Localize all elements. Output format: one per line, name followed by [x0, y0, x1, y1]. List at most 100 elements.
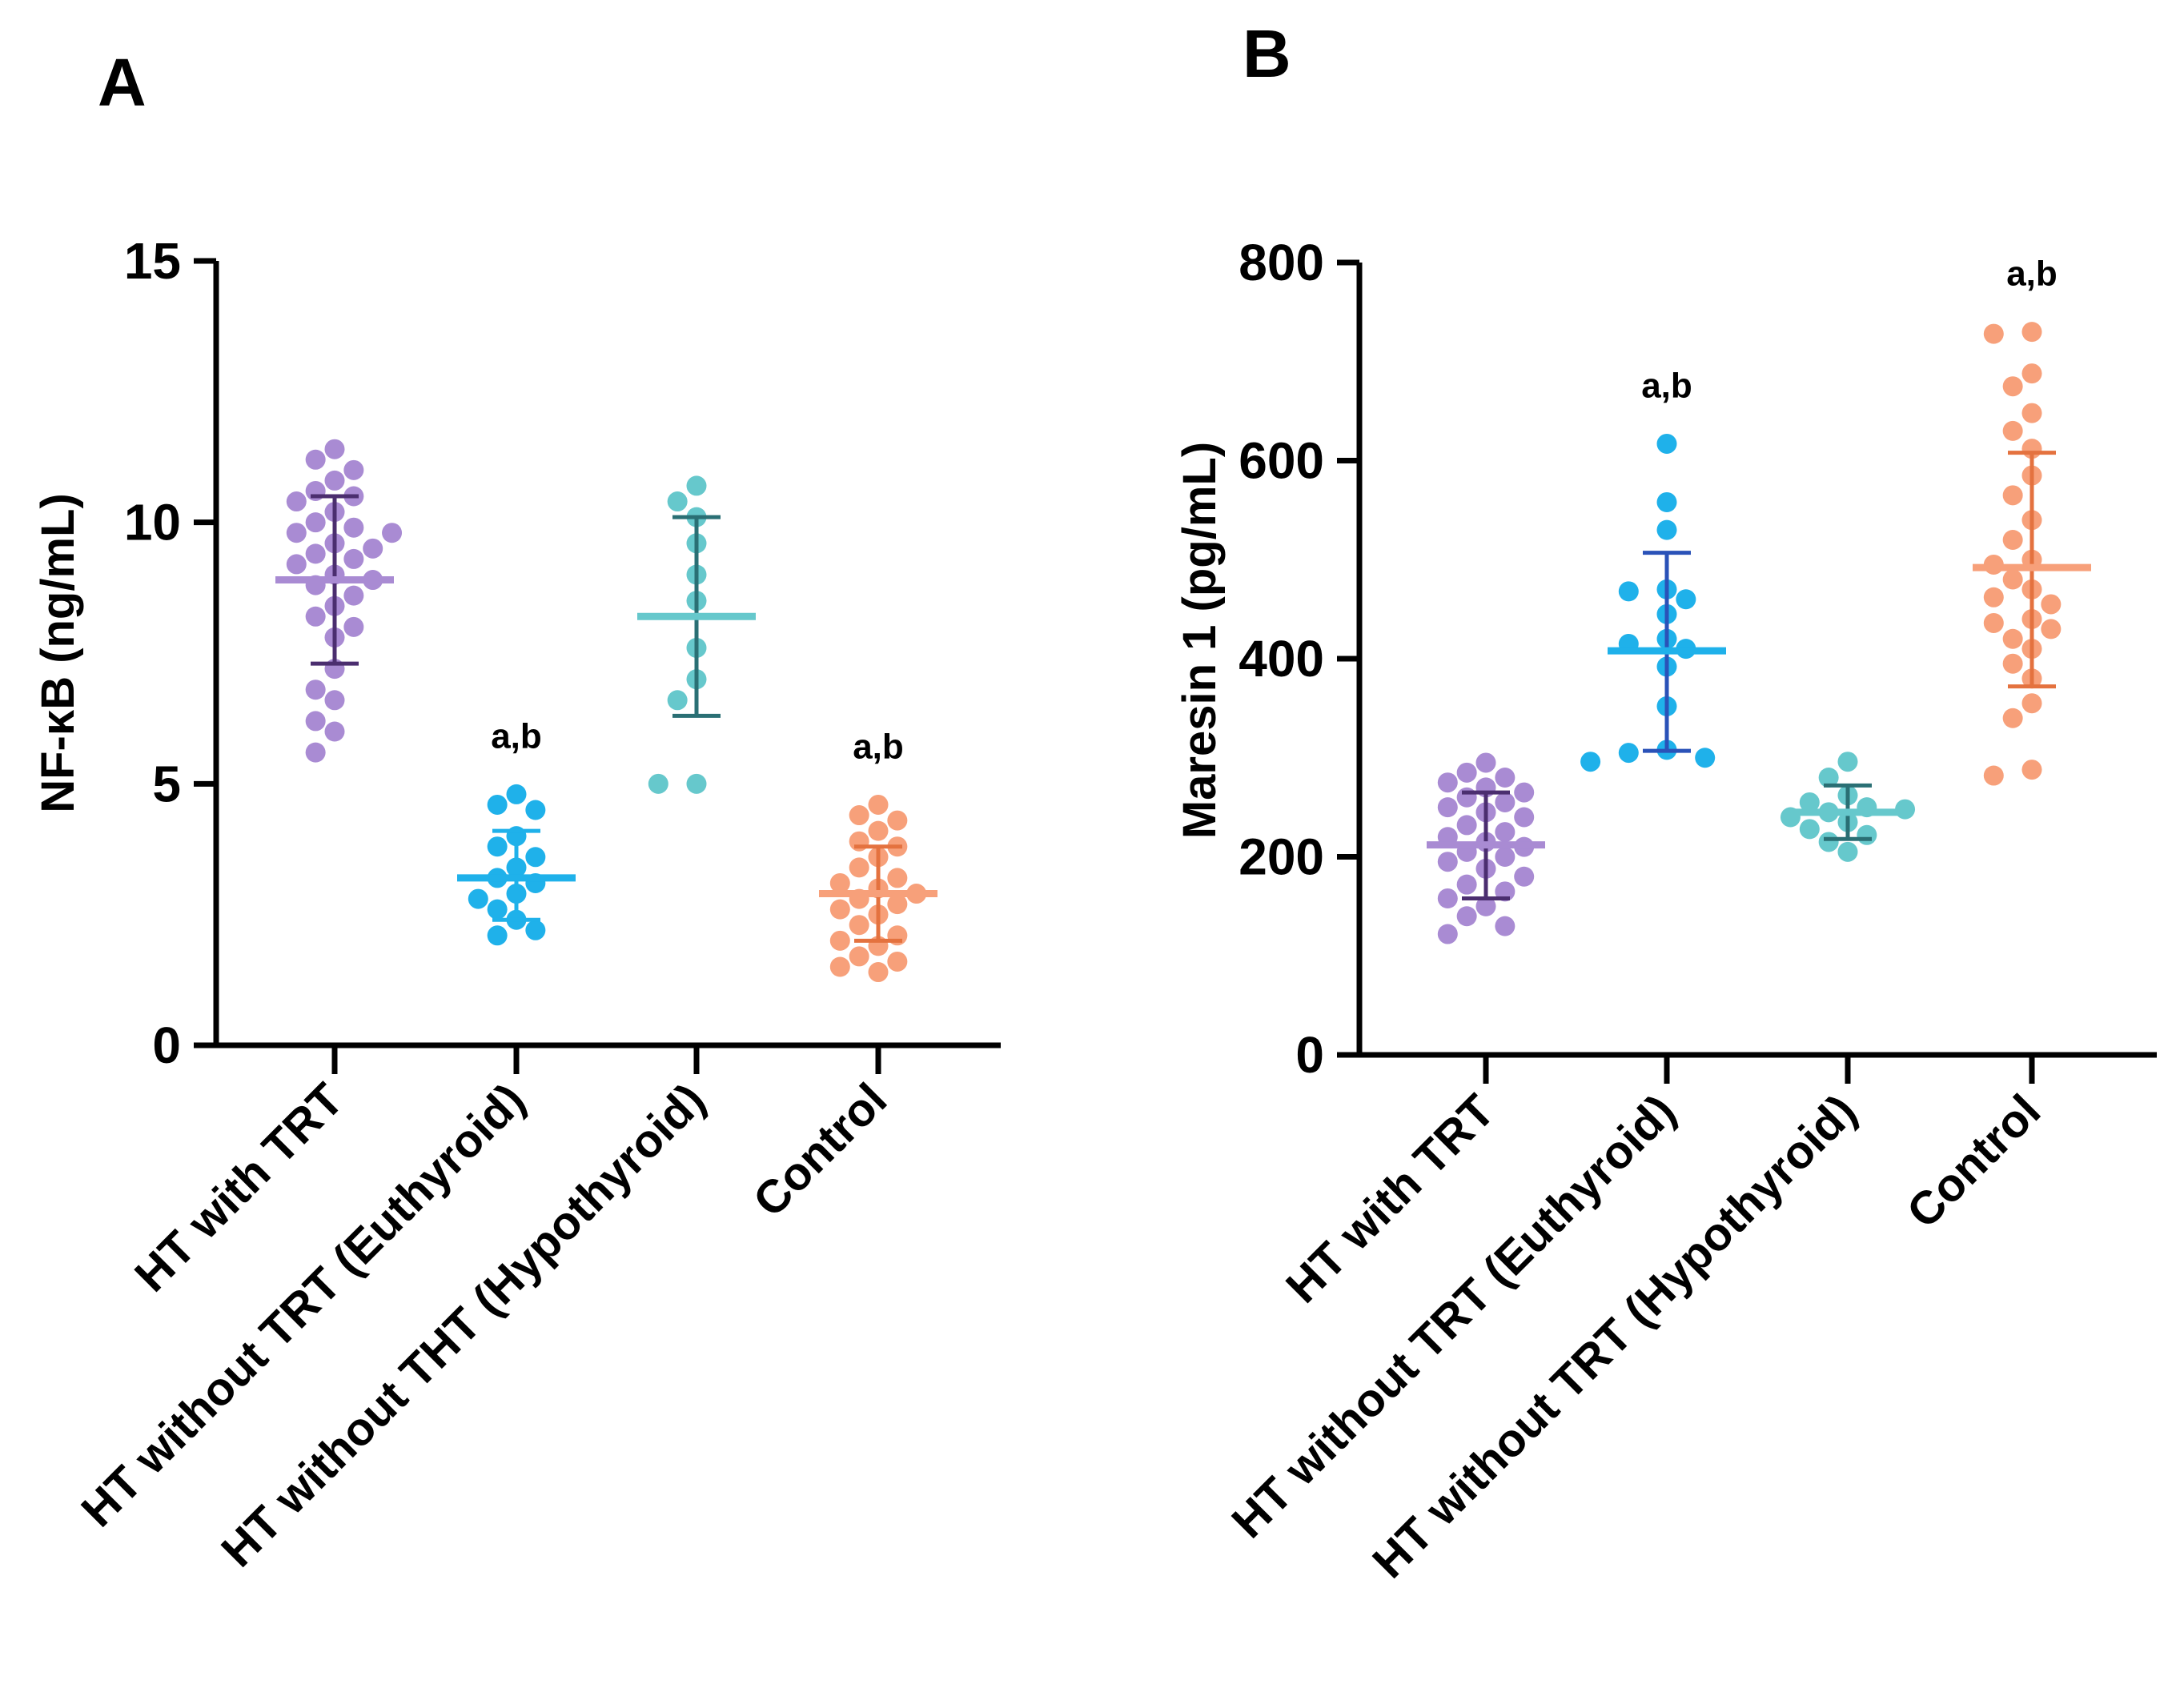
panel-a-data-point: [363, 538, 383, 559]
panel-a-annotations: a,b a,b: [491, 716, 904, 766]
panel-b-errorbars: [1427, 451, 2091, 900]
panel-b-data-point: [2041, 594, 2062, 615]
panel-b-data-point: [2021, 760, 2042, 780]
panel-a-data-point: [829, 956, 850, 977]
panel-a-data-point: [525, 920, 546, 940]
panel-b-data-point: [1495, 792, 1516, 812]
panel-b-data-point: [1695, 748, 1716, 768]
panel-a-data-point: [324, 690, 345, 711]
panel-a-data-point: [506, 784, 527, 804]
panel-b-data-point: [1818, 832, 1839, 852]
panel-a-data-point: [686, 773, 707, 794]
panel-a-data-point: [525, 847, 546, 868]
panel-b-data-point: [1495, 916, 1516, 936]
panel-a-data-point: [887, 894, 908, 915]
panel-b-significance-label: a,b: [2006, 255, 2058, 294]
panel-b-y-tick-label: 400: [1239, 630, 1324, 688]
panel-a-data-point: [868, 962, 889, 983]
panel-b-data-point: [1514, 866, 1535, 887]
panel-a-y-axis-label: NF-κB (ng/mL): [32, 493, 84, 813]
panel-a-data-point: [849, 857, 869, 878]
panel-b-data-point: [1656, 519, 1677, 540]
panel-b-data-point: [2002, 485, 2023, 506]
panel-b-data-point: [1514, 807, 1535, 828]
panel-a-significance-label: a,b: [491, 716, 542, 756]
panel-a-points: [286, 439, 927, 983]
panel-a-data-point: [305, 512, 326, 533]
panel-b-data-point: [1983, 323, 2004, 344]
panel-b-data-point: [1799, 792, 1820, 812]
panel-b-data-point: [2021, 693, 2042, 714]
panel-b-y-tick-label: 0: [1295, 1026, 1324, 1084]
panel-a-data-point: [868, 794, 889, 815]
panel-b-data-point: [1456, 762, 1477, 783]
panel-b-data-point: [1676, 589, 1696, 610]
panel-a-data-point: [868, 820, 889, 841]
panel-a-data-point: [382, 523, 403, 543]
panel-a-data-point: [305, 606, 326, 627]
panel-b-data-point: [1837, 841, 1858, 862]
panel-b-data-point: [2021, 363, 2042, 384]
panel-a-data-point: [286, 554, 307, 575]
panel-a-data-point: [887, 810, 908, 831]
panel-b-data-point: [1475, 752, 1496, 773]
panel-a-data-point: [324, 439, 345, 459]
panel-a-y-tick-label: 0: [152, 1016, 181, 1074]
panel-b-data-point: [1475, 896, 1496, 916]
panel-b-data-point: [1618, 743, 1639, 764]
panel-b-data-point: [2002, 376, 2023, 397]
panel-a-data-point: [686, 475, 707, 496]
panel-b-data-point: [1580, 752, 1601, 772]
panel-b-y-tick-label: 200: [1239, 828, 1324, 886]
panel-b-data-point: [1837, 752, 1858, 772]
panel-a-data-point: [324, 721, 345, 742]
panel-b-data-point: [2002, 653, 2023, 674]
panel-a-y-tick-label: 5: [152, 755, 181, 812]
panel-a-data-point: [305, 449, 326, 470]
panel-a-y-ticks: 0 5 10 15: [124, 232, 216, 1074]
panel-b-data-point: [2021, 403, 2042, 423]
panel-a-data-point: [849, 915, 869, 936]
panel-a-y-tick-label: 10: [124, 494, 181, 551]
panel-a-data-point: [887, 868, 908, 888]
panel-a-data-point: [667, 690, 688, 711]
panel-a-errorbars: [275, 494, 937, 943]
panel-b-data-point: [2002, 628, 2023, 649]
panel-b-category-label: Control: [1897, 1085, 2050, 1238]
panel-a-data-point: [343, 459, 364, 480]
panel-a-data-point: [525, 800, 546, 820]
panel-b-data-point: [1495, 822, 1516, 843]
panel-a-data-point: [487, 925, 508, 946]
panel-a-data-point: [305, 543, 326, 564]
panel-b-data-point: [1437, 852, 1458, 872]
panel-b-y-tick-label: 800: [1239, 234, 1324, 291]
panel-b-points: [1437, 322, 2062, 944]
panel-a-data-point: [343, 517, 364, 538]
panel-b-data-point: [2002, 708, 2023, 728]
panel-a-data-point: [468, 888, 488, 909]
panel-b-data-point: [1456, 815, 1477, 836]
panel-a-data-point: [305, 711, 326, 732]
panel-a-data-point: [286, 491, 307, 512]
panel-b-data-point: [2041, 619, 2062, 639]
panel-b-data-point: [1857, 824, 1877, 845]
panel-b-data-point: [1618, 581, 1639, 602]
panel-a-data-point: [343, 548, 364, 569]
panel-b-data-point: [1437, 888, 1458, 908]
panel-b-data-point: [1983, 765, 2004, 786]
panel-a-data-point: [887, 951, 908, 972]
panel-a-letter: A: [98, 45, 147, 120]
panel-a-data-point: [343, 616, 364, 637]
panel-a-data-point: [286, 523, 307, 543]
panel-b-data-point: [1656, 491, 1677, 512]
panel-b-y-ticks: 0 200 400 600 800: [1239, 234, 1359, 1084]
panel-a-data-point: [487, 794, 508, 815]
panel-a-data-point: [305, 742, 326, 763]
panel-a-data-point: [829, 872, 850, 893]
panel-b-data-point: [1437, 924, 1458, 944]
panel-b-data-point: [1437, 797, 1458, 818]
